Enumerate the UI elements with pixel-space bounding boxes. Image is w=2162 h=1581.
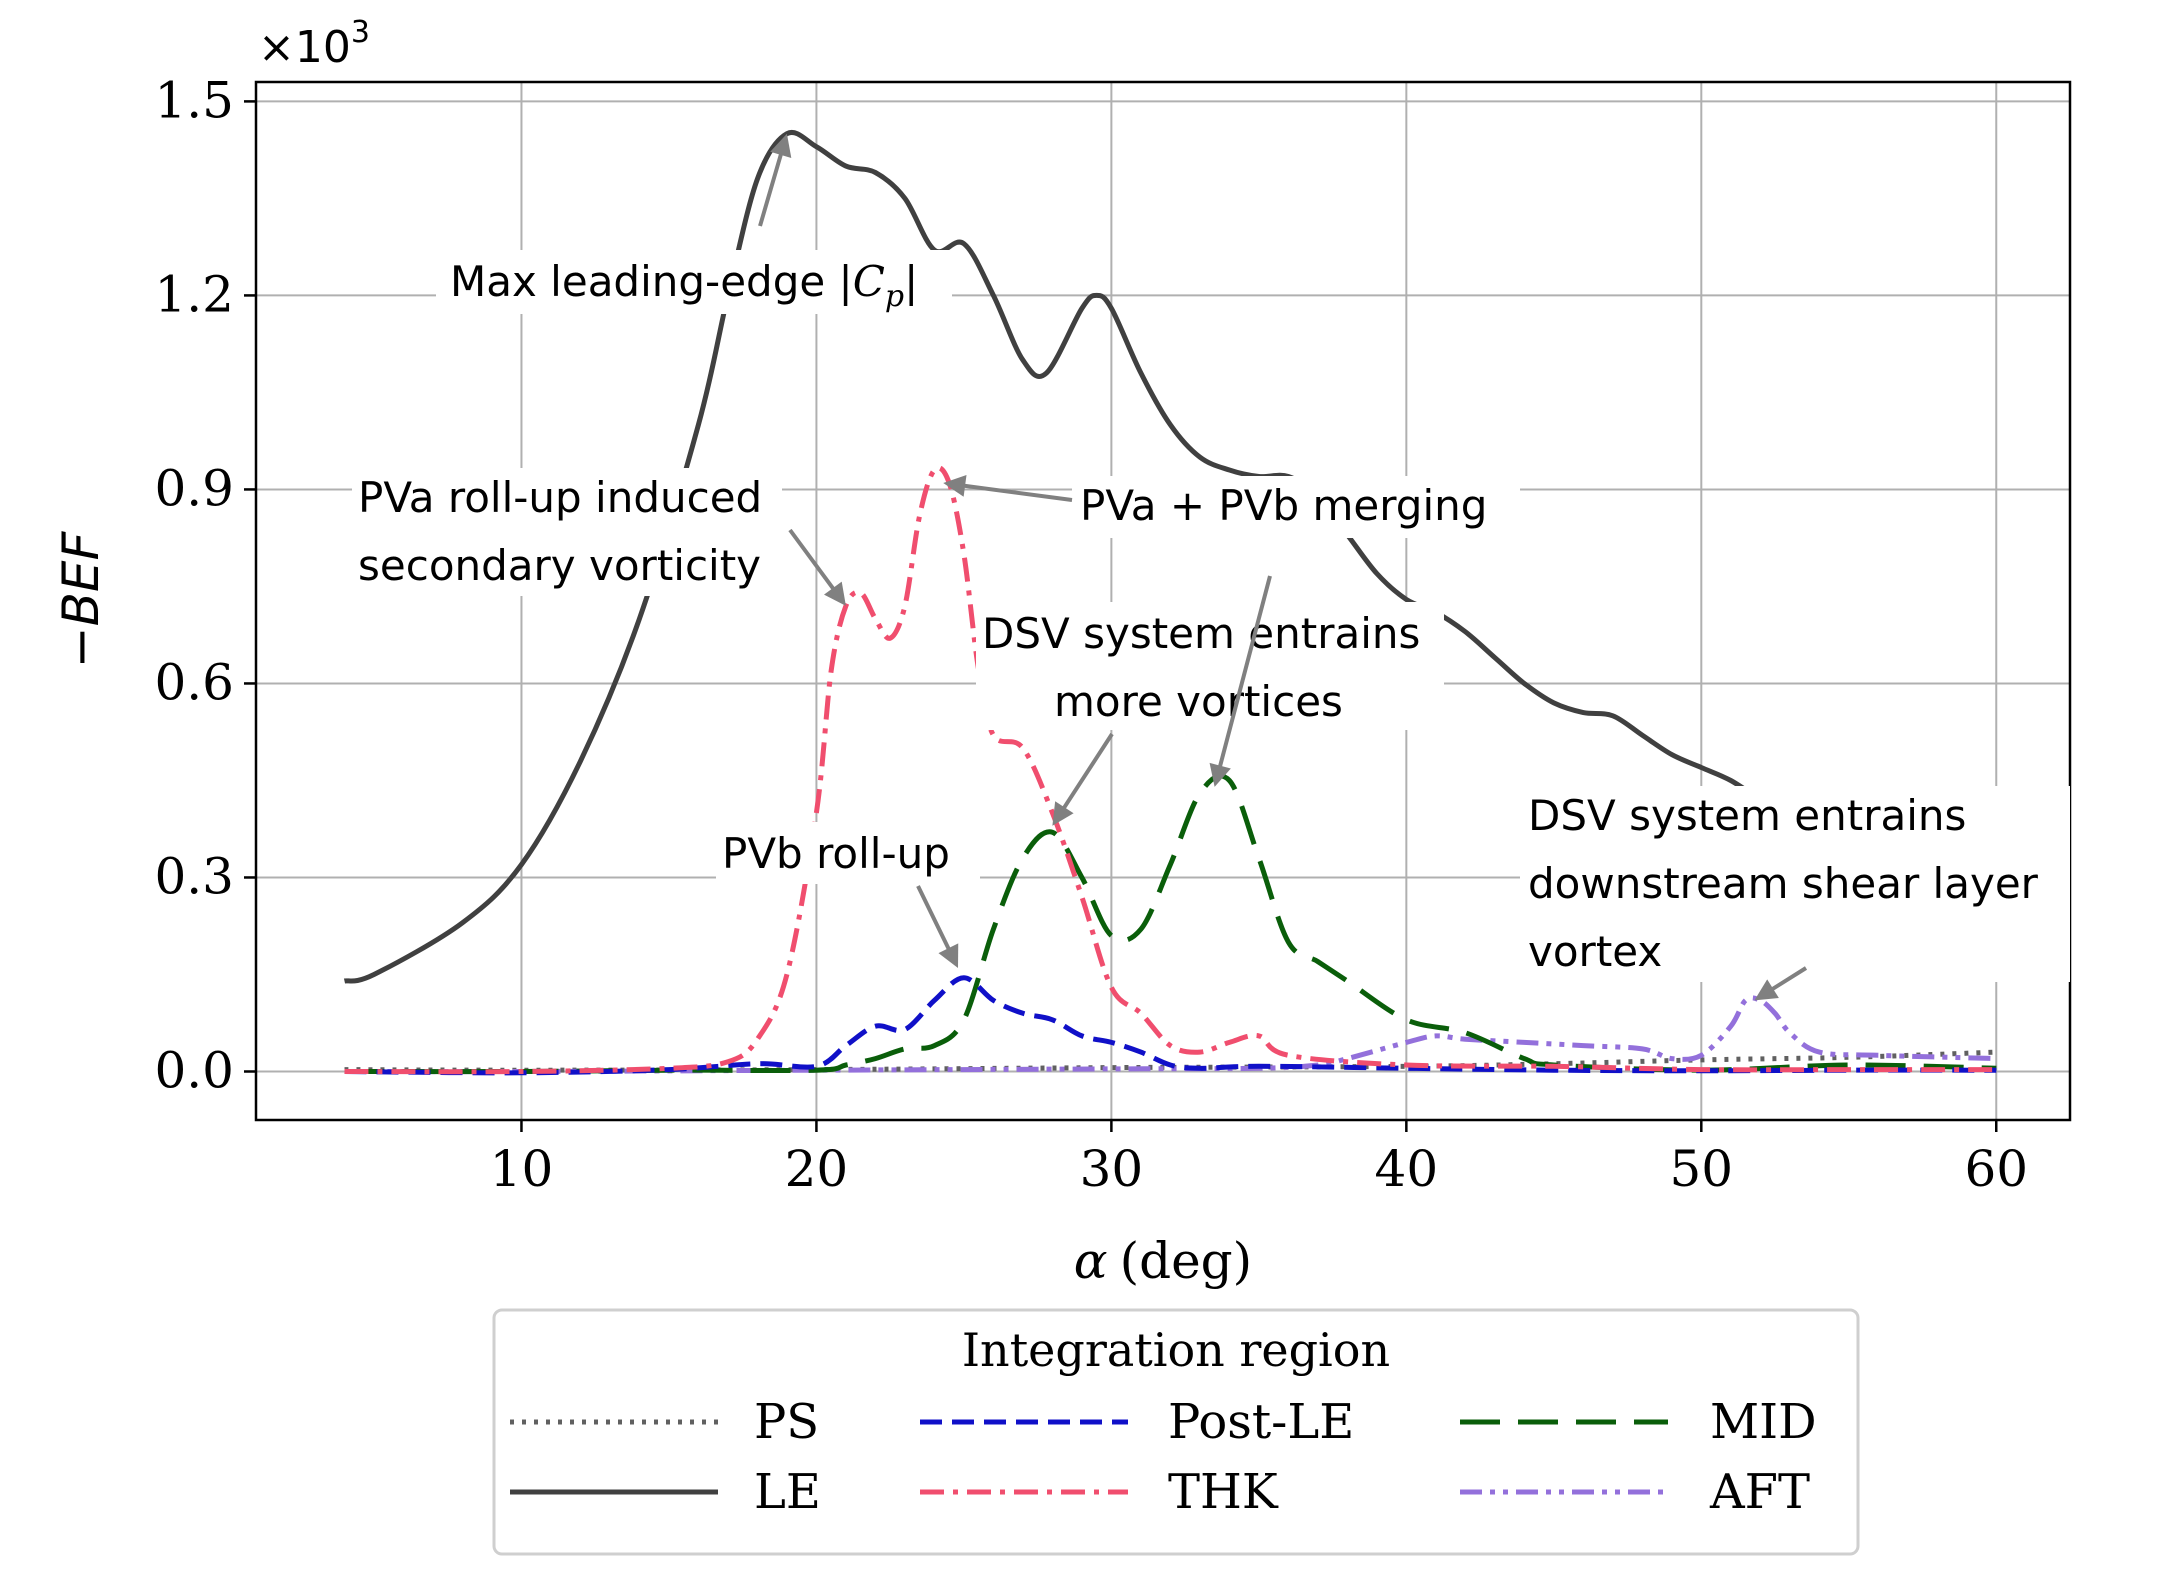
annotation-max-cp: Max leading-edge |Cp| [450,257,918,314]
y-tick-label: 0.0 [154,1041,234,1099]
legend-label-thk: THK [1168,1464,1279,1520]
annotation-background [1072,476,1520,538]
annotation-background [436,250,952,314]
annotation-background [716,822,980,884]
annotation-arrow-head [1052,801,1074,826]
annotation-arrow-line [948,481,1073,502]
y-tick-label: 0.9 [154,459,234,517]
annotation-dsv-more-line2: more vortices [1054,677,1343,726]
legend-label-post-le: Post-LE [1168,1394,1354,1450]
series-line-post-le [344,975,1997,1076]
legend-items: PS LE Post-LE THK MID AFT [510,1394,1817,1520]
legend-label-mid: MID [1710,1394,1817,1450]
annotation-arrow-head [1754,979,1779,1001]
y-axis-label: −BEF [52,530,110,668]
annotation-arrow-line [1053,732,1114,822]
annotation-pva-rollup-line2: secondary vorticity [358,541,761,590]
annotation-arrow-head [824,581,846,606]
annotation-background [1520,786,2070,982]
series-line-aft [344,995,1997,1075]
annotation-dsv-downstream-line1: DSV system entrains [1528,791,1966,840]
series-layer [343,129,1997,1076]
x-tick-label: 50 [1669,1140,1733,1198]
y-multiplier-base: ×10 [258,22,351,73]
y-multiplier-exponent: 3 [351,15,370,50]
series-line-ps [344,1049,1997,1073]
annotation-layer: Max leading-edge |Cp| PVa roll-up induce… [352,250,2070,982]
series-line-thk [344,465,1997,1075]
annotation-max-cp-bar: | [904,257,918,306]
annotation-background [976,602,1444,730]
x-tick-label: 30 [1080,1140,1144,1198]
annotation-dsv-downstream-line3: vortex [1528,927,1662,976]
annotation-arrow-head [1209,762,1231,787]
legend: Integration region PS LE Post-LE THK MID AFT [492,1308,1860,1556]
series-line-le [343,129,1997,984]
annotation-max-cp-text: Max leading-edge | [450,257,853,306]
annotation-pvb-rollup: PVb roll-up [722,829,950,878]
x-tick-label: 40 [1375,1140,1439,1198]
annotation-dsv-downstream-line2: downstream shear layer [1528,859,2039,908]
annotation-merging: PVa + PVb merging [1080,481,1487,530]
y-tick-label: 1.5 [154,71,234,129]
x-tick-label: 10 [490,1140,554,1198]
y-axis-multiplier: ×103 [258,15,370,73]
legend-title: Integration region [962,1323,1390,1377]
tick-layer: 10 20 30 40 50 60 0.0 0.3 0.6 0.9 1.2 1.5 [154,71,2028,1198]
y-tick-label: 1.2 [154,265,234,323]
annotation-arrows [758,133,1808,1001]
annotation-background [352,468,782,596]
legend-label-le: LE [754,1464,821,1520]
annotation-arrow-head [938,943,959,969]
x-tick-label: 20 [785,1140,849,1198]
legend-label-ps: PS [754,1394,819,1450]
annotation-max-cp-symbol: C [853,257,885,306]
x-axis-label: α (deg) [1074,1232,1252,1290]
annotation-pva-rollup-line1: PVa roll-up induced [358,473,762,522]
x-axis-label-symbol: α [1074,1232,1108,1290]
x-tick-label: 60 [1964,1140,2028,1198]
annotation-arrow-head [770,133,792,158]
series-line-mid [344,773,1997,1075]
annotation-dsv-more-line1: DSV system entrains [982,609,1420,658]
annotation-max-cp-subscript: p [885,279,904,314]
annotation-arrow-line [1214,575,1272,782]
legend-label-aft: AFT [1709,1464,1810,1520]
annotation-arrow-head [943,474,967,497]
y-tick-label: 0.3 [154,847,234,905]
x-axis-label-unit: (deg) [1120,1232,1253,1290]
axes-frame [254,80,2072,1122]
y-tick-label: 0.6 [154,653,234,711]
